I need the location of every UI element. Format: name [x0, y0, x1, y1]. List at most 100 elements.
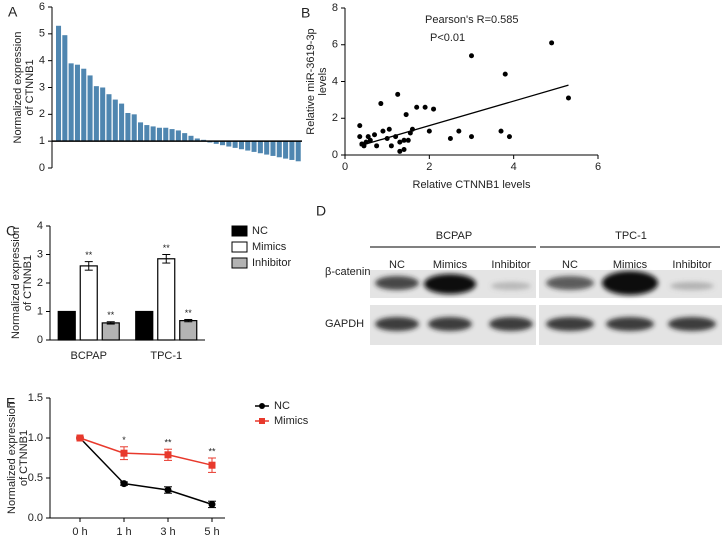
point: [367, 137, 373, 143]
lane-label: Mimics: [613, 259, 648, 271]
band: [424, 274, 476, 294]
y-tick-label: 6: [332, 39, 338, 51]
point: [456, 128, 462, 134]
bar: [169, 129, 175, 142]
point: [431, 106, 437, 112]
y-axis-label: Normalized expression: [6, 402, 18, 514]
legend-marker: [259, 403, 265, 409]
y-tick-label: 0: [332, 149, 338, 161]
point: [506, 134, 512, 140]
bar: [135, 310, 154, 341]
y-tick-label: 4: [332, 75, 338, 87]
significance: **: [85, 250, 93, 260]
point: [469, 134, 474, 140]
annotation: P<0.01: [430, 32, 465, 44]
band: [606, 317, 654, 331]
band: [428, 317, 472, 331]
bar: [175, 130, 181, 142]
y-tick-label: 3: [37, 248, 43, 260]
point: [401, 137, 407, 143]
bar: [56, 25, 62, 142]
y-tick-label: 0.5: [28, 472, 43, 484]
marker: [208, 461, 216, 469]
x-tick-label: 6: [595, 161, 601, 173]
lane-label: NC: [562, 259, 578, 271]
lane-label: NC: [389, 259, 405, 271]
lane-label: Mimics: [433, 259, 468, 271]
point: [426, 128, 432, 134]
x-tick-label: 0: [342, 161, 348, 173]
x-tick-label: 0 h: [72, 526, 87, 537]
legend-marker: [259, 418, 265, 424]
point: [549, 40, 555, 46]
bar: [112, 99, 118, 142]
y-tick-label: 0.0: [28, 512, 43, 524]
y-tick-label: 0: [39, 162, 45, 174]
annotation: Pearson's R=0.585: [425, 14, 519, 26]
bar: [144, 125, 150, 142]
group-label: BCPAP: [436, 230, 472, 242]
bar: [57, 310, 76, 341]
band: [546, 317, 594, 331]
y-axis-label: Normalized expression: [10, 227, 22, 339]
legend-swatch: [231, 241, 248, 253]
bar: [194, 138, 200, 142]
panel-label: E: [6, 395, 15, 411]
y-tick-label: 4: [37, 220, 43, 232]
bar: [220, 141, 226, 146]
bar: [245, 141, 251, 151]
band: [489, 317, 533, 331]
bar: [150, 126, 156, 142]
x-tick-label: 3 h: [160, 526, 175, 537]
band: [602, 271, 658, 295]
bar: [270, 141, 276, 156]
marker: [164, 486, 172, 494]
bar: [264, 141, 270, 155]
bar: [62, 35, 68, 142]
bar: [295, 141, 301, 162]
point: [405, 137, 411, 143]
bar: [79, 265, 98, 341]
point: [422, 104, 428, 110]
band: [491, 282, 531, 290]
point: [447, 135, 453, 141]
legend-label: Mimics: [252, 241, 287, 253]
y-tick-label: 2: [332, 112, 338, 124]
bar: [213, 141, 219, 144]
blot-images: [370, 270, 722, 345]
legend-swatch: [231, 225, 248, 237]
bar: [106, 94, 112, 142]
y-tick-label: 1: [37, 305, 43, 317]
bar: [276, 141, 282, 158]
bar: [226, 141, 232, 147]
y-axis-label: of CTNNB1: [24, 59, 36, 115]
band: [546, 276, 594, 290]
bar: [87, 75, 93, 142]
point: [386, 126, 392, 132]
x-tick-label: BCPAP: [71, 350, 107, 362]
point: [397, 148, 403, 154]
bar: [283, 141, 289, 159]
y-tick-label: 1.5: [28, 392, 43, 404]
point: [397, 139, 403, 145]
point: [372, 132, 378, 138]
bar: [68, 63, 74, 142]
y-tick-label: 4: [39, 55, 45, 67]
bar: [119, 103, 125, 142]
bar: [157, 258, 176, 341]
group-label: TPC-1: [615, 230, 647, 242]
panel-label: D: [316, 203, 326, 219]
point: [380, 128, 386, 134]
marker: [208, 500, 216, 508]
y-tick-label: 2: [37, 277, 43, 289]
bar: [138, 122, 144, 142]
bar: [232, 141, 238, 148]
point: [357, 134, 363, 140]
x-axis-label: Relative CTNNB1 levels: [413, 179, 531, 191]
bar: [289, 141, 295, 160]
panel-label: C: [6, 223, 16, 239]
y-tick-label: 8: [332, 2, 338, 14]
y-tick-label: 1: [39, 135, 45, 147]
y-axis-label: of CTNNB1: [22, 255, 34, 311]
row-label: GAPDH: [325, 318, 364, 330]
